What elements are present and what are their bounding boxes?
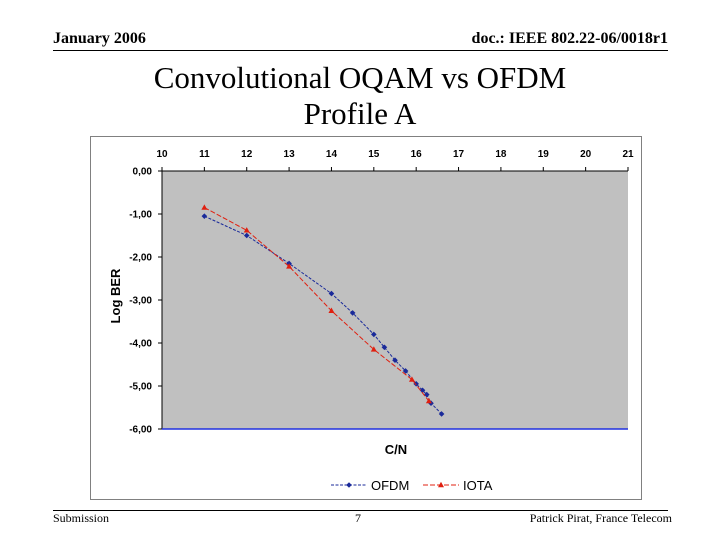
data-point-iota (408, 376, 415, 382)
header-date: January 2006 (53, 30, 146, 47)
data-point-ofdm (438, 411, 445, 417)
x-tick-label: 10 (156, 149, 168, 160)
footer-author: Patrick Pirat, France Telecom (529, 511, 672, 525)
data-point-iota (328, 307, 335, 313)
footer-submission: Submission (53, 511, 110, 525)
legend: OFDM IOTA (331, 478, 493, 493)
x-tick-label: 12 (241, 149, 253, 160)
data-point-ofdm (413, 381, 419, 387)
x-tick-label: 18 (495, 149, 507, 160)
y-axis-label: Log BER (108, 268, 123, 323)
data-point-ofdm (419, 387, 426, 394)
x-tick-label: 14 (326, 149, 338, 160)
data-point-iota (425, 397, 432, 404)
header-rule (53, 50, 668, 51)
slide-title-line2: Profile A (303, 96, 417, 131)
data-point-iota (286, 263, 293, 269)
y-tick-label: 0,00 (133, 167, 153, 178)
data-point-ofdm (381, 344, 388, 351)
x-tick-label: 17 (453, 149, 465, 160)
data-point-ofdm (392, 357, 398, 363)
legend-label-iota: IOTA (463, 478, 493, 493)
x-tick-label: 15 (368, 149, 380, 160)
data-point-ofdm (349, 310, 356, 316)
y-tick-label: -5,00 (129, 382, 152, 393)
data-point-iota (201, 204, 208, 210)
data-point-iota (243, 227, 250, 233)
footer-rule (53, 510, 668, 511)
x-tick-label: 19 (538, 149, 550, 160)
slide-title-line1: Convolutional OQAM vs OFDM (153, 60, 567, 95)
x-axis: 10 11 12 13 14 15 16 17 18 19 20 21 (156, 149, 634, 172)
data-point-ofdm (243, 232, 250, 239)
data-point-ofdm (371, 331, 377, 338)
data-point-iota (370, 346, 377, 352)
x-tick-label: 20 (580, 149, 592, 160)
legend-label-ofdm: OFDM (371, 478, 409, 493)
slide-title: Convolutional OQAM vs OFDM Profile A (0, 60, 720, 132)
y-tick-label: -6,00 (129, 425, 152, 436)
ber-chart: 10 11 12 13 14 15 16 17 18 19 20 21 0,00 -1,00 -2,00 -… (90, 136, 642, 500)
header-doc-ref: doc.: IEEE 802.22-06/0018r1 (471, 30, 668, 47)
x-tick-label: 21 (622, 149, 634, 160)
footer-page-number: 7 (355, 511, 361, 525)
legend-marker-iota (438, 481, 444, 488)
series-line-ofdm (204, 215, 442, 415)
y-tick-label: -1,00 (129, 210, 152, 221)
x-tick-label: 13 (284, 149, 296, 160)
y-axis: 0,00 -1,00 -2,00 -3,00 -4,00 -5,00 -6,00 (129, 167, 628, 436)
plot-area (162, 171, 628, 429)
data-point-ofdm (423, 391, 430, 398)
y-tick-label: -4,00 (129, 339, 152, 350)
y-tick-label: -2,00 (129, 253, 152, 264)
x-axis-label: C/N (385, 442, 407, 457)
data-point-ofdm (328, 290, 335, 297)
y-tick-label: -3,00 (129, 296, 152, 307)
x-tick-label: 16 (411, 149, 423, 160)
x-tick-label: 11 (199, 149, 210, 160)
legend-marker-ofdm (346, 482, 352, 488)
data-point-ofdm (402, 368, 409, 374)
